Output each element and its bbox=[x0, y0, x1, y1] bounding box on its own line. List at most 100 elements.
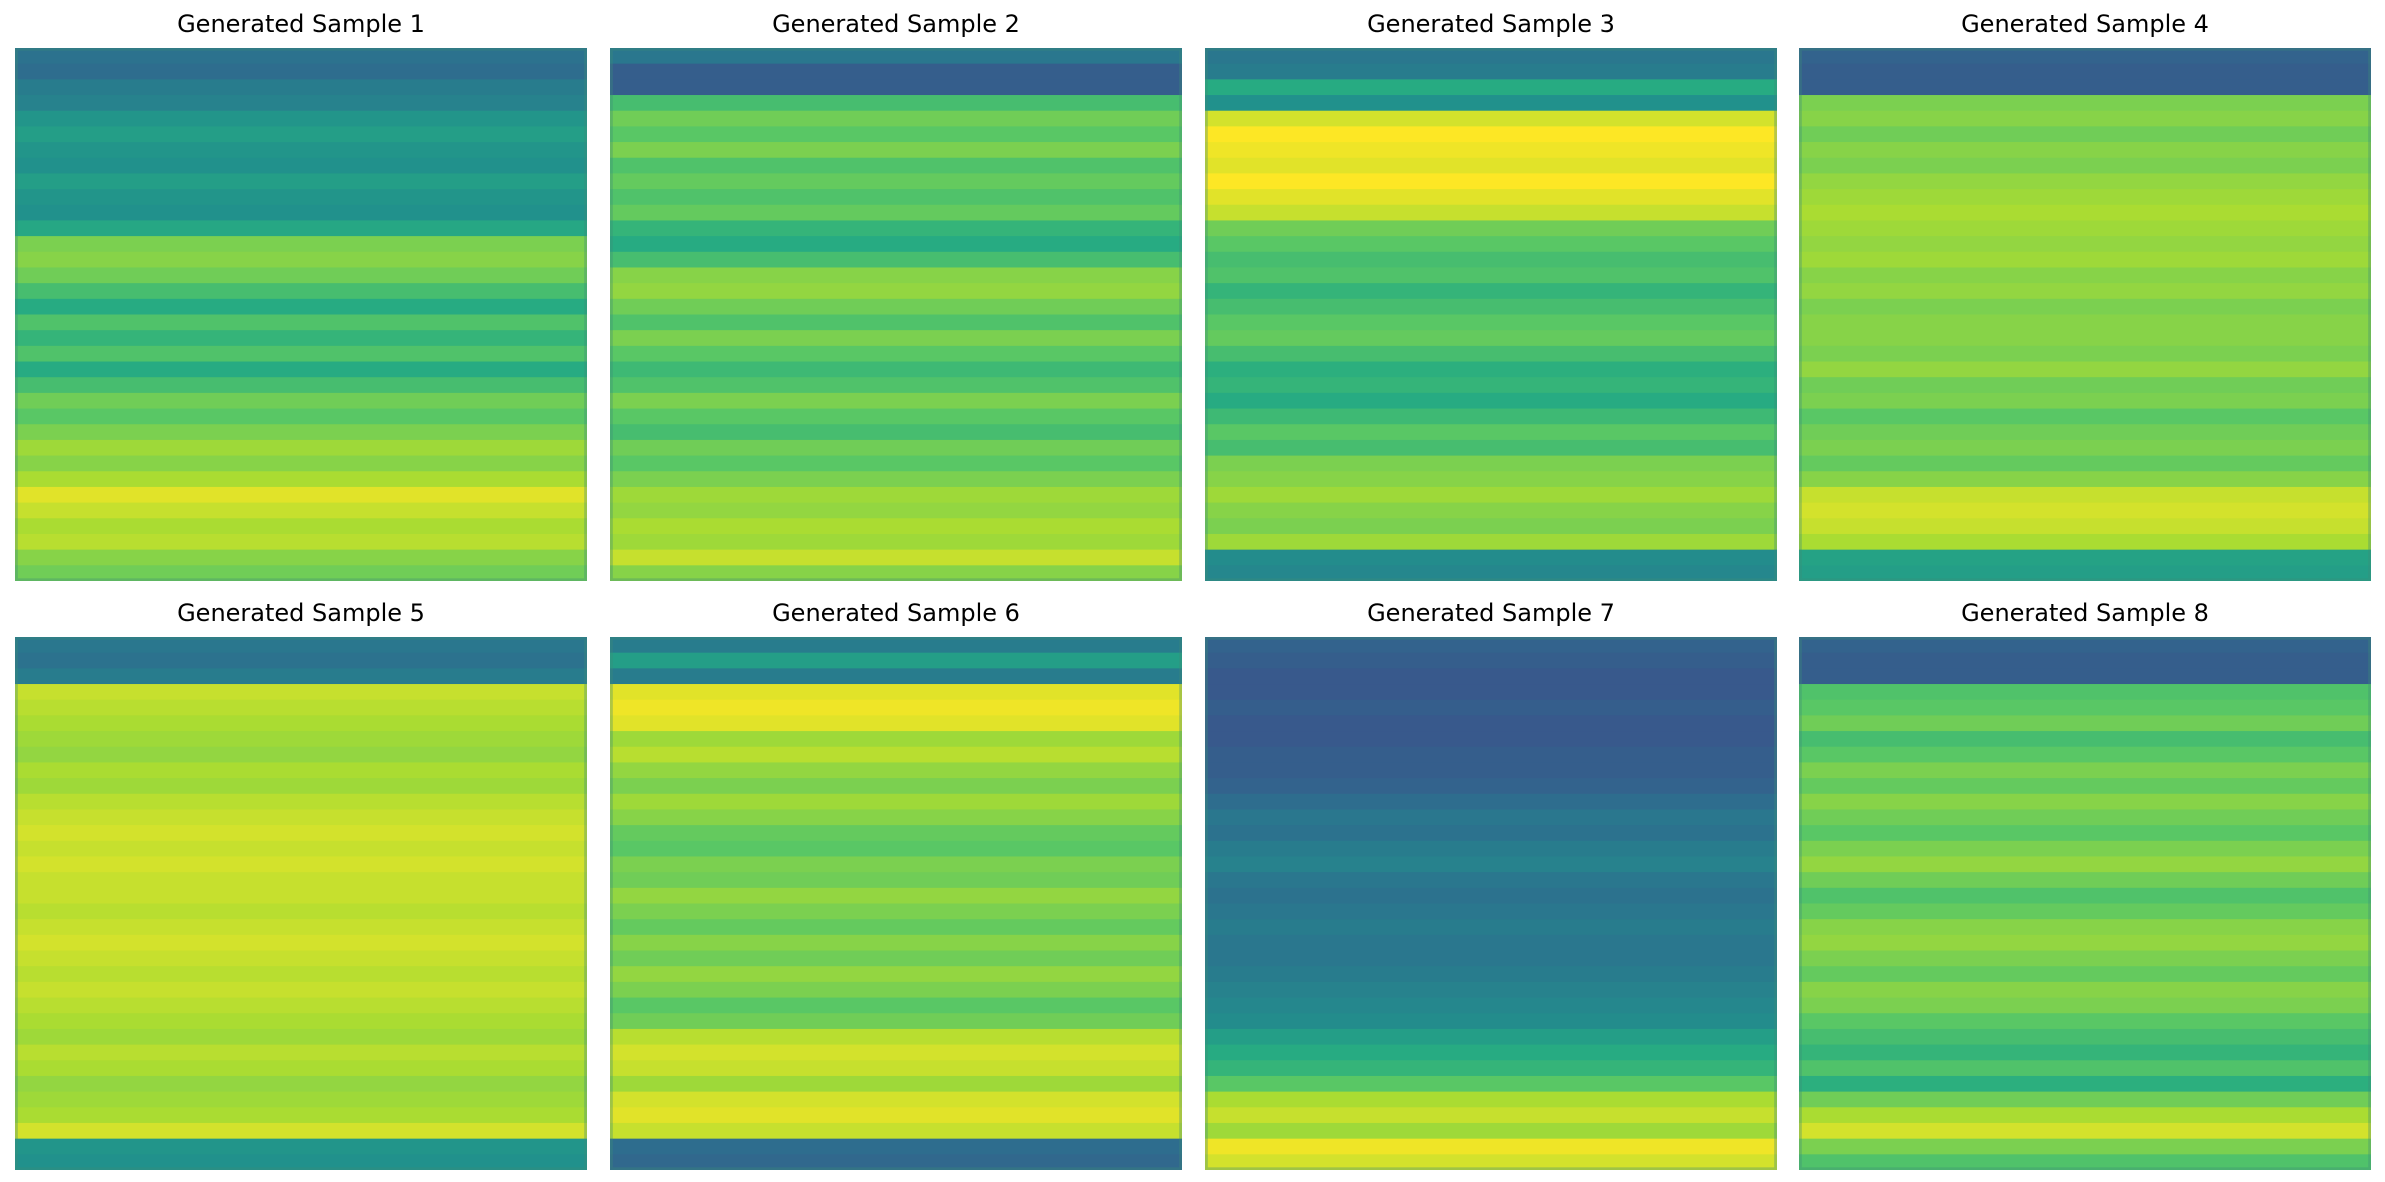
heatmap-band bbox=[610, 549, 1182, 567]
heatmap-band bbox=[1799, 1138, 2371, 1156]
heatmap-band bbox=[1799, 502, 2371, 520]
heatmap-band bbox=[1799, 439, 2371, 457]
heatmap-band bbox=[1205, 424, 1777, 442]
heatmap-band bbox=[1205, 856, 1777, 874]
heatmap-band bbox=[610, 903, 1182, 921]
heatmap-band bbox=[1205, 502, 1777, 520]
image-edge bbox=[610, 48, 1182, 581]
heatmap-band bbox=[1799, 715, 2371, 733]
heatmap-band bbox=[1799, 934, 2371, 952]
heatmap-band bbox=[610, 1044, 1182, 1062]
heatmap-band bbox=[1799, 746, 2371, 764]
heatmap-band bbox=[1205, 699, 1777, 717]
generated-heatmap-image bbox=[610, 48, 1182, 581]
heatmap-band bbox=[610, 486, 1182, 504]
heatmap-svg bbox=[610, 637, 1182, 1170]
heatmap-band bbox=[1205, 903, 1777, 921]
heatmap-band bbox=[1799, 1028, 2371, 1046]
heatmap-band bbox=[1799, 1122, 2371, 1140]
heatmap-band bbox=[1799, 361, 2371, 379]
heatmap-band bbox=[1205, 809, 1777, 827]
heatmap-band bbox=[610, 220, 1182, 238]
heatmap-band bbox=[1799, 1060, 2371, 1078]
heatmap-band bbox=[1205, 345, 1777, 363]
panel-title: Generated Sample 6 bbox=[772, 599, 1020, 627]
heatmap-band bbox=[1799, 809, 2371, 827]
heatmap-band bbox=[15, 549, 587, 567]
heatmap-band bbox=[15, 236, 587, 254]
heatmap-band bbox=[15, 746, 587, 764]
heatmap-band bbox=[610, 934, 1182, 952]
heatmap-band bbox=[1205, 1138, 1777, 1156]
heatmap-band bbox=[15, 79, 587, 97]
heatmap-band bbox=[15, 345, 587, 363]
heatmap-band bbox=[610, 1028, 1182, 1046]
heatmap-band bbox=[610, 298, 1182, 316]
heatmap-band bbox=[1799, 872, 2371, 890]
heatmap-band bbox=[1799, 762, 2371, 780]
panel-title: Generated Sample 1 bbox=[177, 10, 425, 38]
heatmap-band bbox=[610, 652, 1182, 670]
heatmap-band bbox=[15, 142, 587, 160]
heatmap-band bbox=[15, 950, 587, 968]
heatmap-band bbox=[610, 825, 1182, 843]
heatmap-band bbox=[1205, 1107, 1777, 1125]
heatmap-band bbox=[610, 1138, 1182, 1156]
heatmap-band bbox=[610, 236, 1182, 254]
heatmap-band bbox=[1205, 173, 1777, 191]
heatmap-band bbox=[1799, 48, 2371, 66]
heatmap-band bbox=[1205, 950, 1777, 968]
image-edge bbox=[610, 637, 1182, 1170]
heatmap-band bbox=[610, 793, 1182, 811]
panel-title: Generated Sample 5 bbox=[177, 599, 425, 627]
heatmap-band bbox=[1799, 283, 2371, 301]
heatmap-band bbox=[15, 762, 587, 780]
heatmap-band bbox=[15, 377, 587, 395]
heatmap-band bbox=[1799, 267, 2371, 285]
heatmap-band bbox=[1799, 251, 2371, 269]
heatmap-band bbox=[1799, 377, 2371, 395]
panel-title: Generated Sample 2 bbox=[772, 10, 1020, 38]
heatmap-band bbox=[15, 283, 587, 301]
heatmap-band bbox=[1799, 981, 2371, 999]
heatmap-band bbox=[1799, 330, 2371, 348]
heatmap-band bbox=[1799, 637, 2371, 655]
heatmap-band bbox=[1799, 95, 2371, 113]
heatmap-band bbox=[610, 204, 1182, 222]
heatmap-band bbox=[15, 981, 587, 999]
heatmap-band bbox=[15, 731, 587, 749]
heatmap-band bbox=[15, 903, 587, 921]
heatmap-band bbox=[1205, 408, 1777, 426]
heatmap-band bbox=[15, 157, 587, 175]
heatmap-band bbox=[15, 652, 587, 670]
heatmap-band bbox=[610, 408, 1182, 426]
generated-heatmap-image bbox=[610, 637, 1182, 1170]
heatmap-band bbox=[610, 173, 1182, 191]
heatmap-band bbox=[610, 684, 1182, 702]
heatmap-band bbox=[1205, 981, 1777, 999]
heatmap-band bbox=[1799, 903, 2371, 921]
heatmap-band bbox=[1799, 142, 2371, 160]
heatmap-band bbox=[15, 778, 587, 796]
heatmap-band bbox=[1205, 966, 1777, 984]
heatmap-band bbox=[15, 392, 587, 410]
heatmap-band bbox=[1205, 267, 1777, 285]
heatmap-band bbox=[15, 48, 587, 66]
heatmap-band bbox=[15, 95, 587, 113]
heatmap-band bbox=[1205, 762, 1777, 780]
heatmap-band bbox=[15, 699, 587, 717]
heatmap-band bbox=[15, 684, 587, 702]
heatmap-band bbox=[1205, 997, 1777, 1015]
heatmap-band bbox=[1799, 173, 2371, 191]
heatmap-band bbox=[610, 267, 1182, 285]
heatmap-band bbox=[1205, 746, 1777, 764]
heatmap-band bbox=[1205, 684, 1777, 702]
heatmap-band bbox=[15, 173, 587, 191]
heatmap-band bbox=[610, 1075, 1182, 1093]
heatmap-band bbox=[610, 377, 1182, 395]
heatmap-band bbox=[1205, 1075, 1777, 1093]
heatmap-band bbox=[1799, 455, 2371, 473]
heatmap-band bbox=[15, 126, 587, 144]
heatmap-band bbox=[1205, 518, 1777, 536]
heatmap-band bbox=[1799, 778, 2371, 796]
